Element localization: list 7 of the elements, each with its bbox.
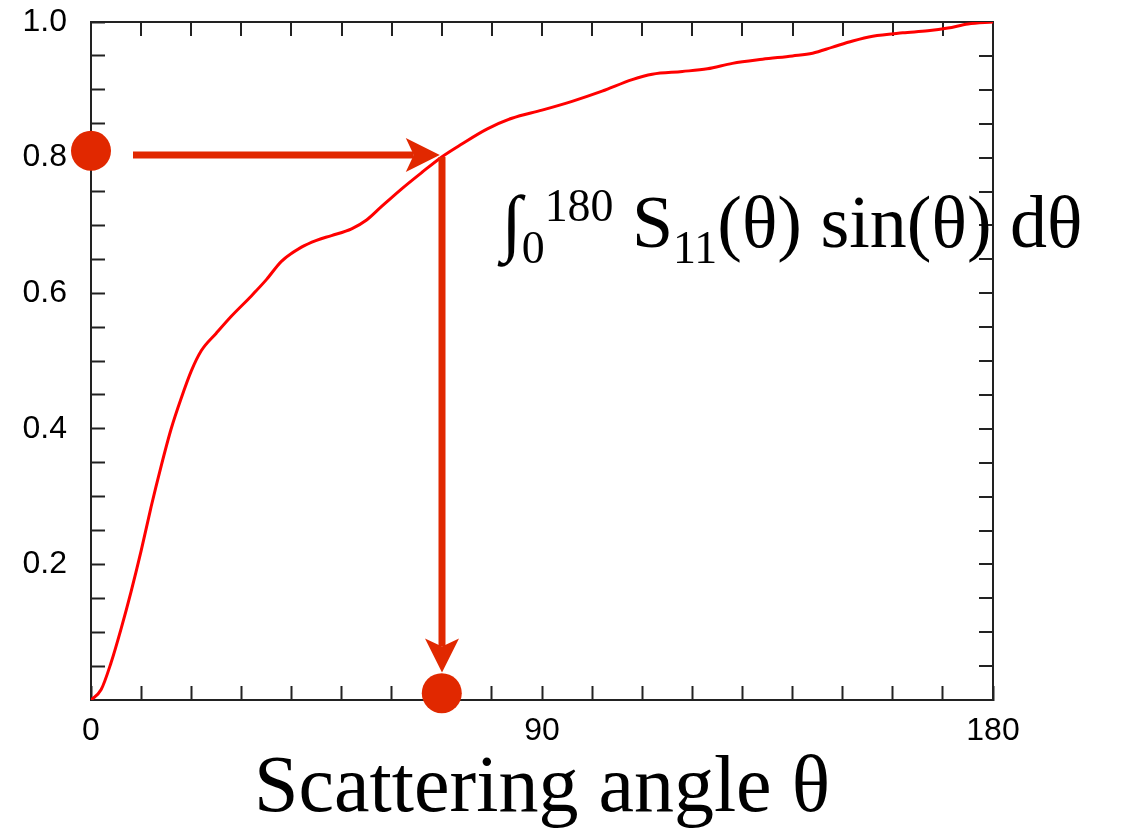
y-tick-label: 1.0 <box>22 1 67 38</box>
y-tick-label: 0.2 <box>22 544 67 581</box>
y-tick-label: 0.8 <box>22 137 67 174</box>
x-tick-label: 0 <box>82 711 100 748</box>
y-tick-label: 0.6 <box>22 273 67 310</box>
x-tick-label: 180 <box>966 711 1020 748</box>
y-tick-label: 0.4 <box>22 408 67 445</box>
